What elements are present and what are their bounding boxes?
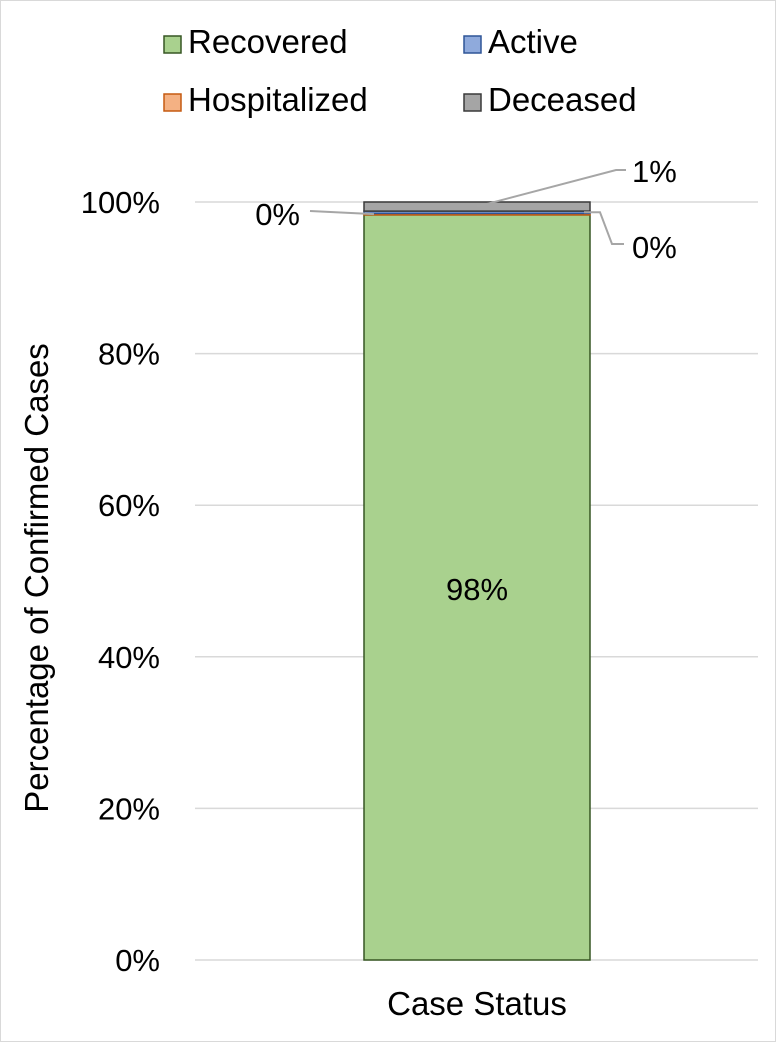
leader-line-active — [584, 211, 624, 245]
legend-swatch-deceased — [463, 93, 482, 112]
bar-segment-recovered — [363, 214, 591, 961]
y-axis-ticks: 0% 20% 40% 60% 80% 100% — [81, 185, 160, 978]
legend-label-active: Active — [488, 23, 578, 60]
legend-label-deceased: Deceased — [488, 81, 637, 118]
data-label-recovered: 98% — [446, 572, 508, 607]
y-tick-label: 40% — [98, 640, 160, 675]
y-axis-title: Percentage of Confirmed Cases — [18, 343, 55, 813]
data-label-leader-lines — [309, 169, 626, 245]
bar-segments — [363, 201, 591, 961]
x-axis-category-label: Case Status — [387, 985, 567, 1022]
y-tick-label: 100% — [81, 185, 160, 220]
leader-line-hospitalized — [309, 210, 375, 216]
y-tick-label: 0% — [115, 943, 160, 978]
y-tick-label: 80% — [98, 337, 160, 372]
y-tick-label: 20% — [98, 791, 160, 826]
leader-line-deceased — [476, 169, 626, 208]
legend-swatch-active — [463, 35, 482, 54]
legend: Recovered Active Hospitalized Deceased — [163, 23, 637, 118]
data-label-deceased: 1% — [632, 154, 677, 189]
y-tick-label: 60% — [98, 488, 160, 523]
legend-label-recovered: Recovered — [188, 23, 348, 60]
legend-label-hospitalized: Hospitalized — [188, 81, 368, 118]
data-label-hospitalized: 0% — [255, 197, 300, 232]
data-label-active: 0% — [632, 230, 677, 265]
legend-swatch-recovered — [163, 35, 182, 54]
data-labels: 98% 0% 0% 1% — [255, 154, 677, 607]
legend-swatch-hospitalized — [163, 93, 182, 112]
